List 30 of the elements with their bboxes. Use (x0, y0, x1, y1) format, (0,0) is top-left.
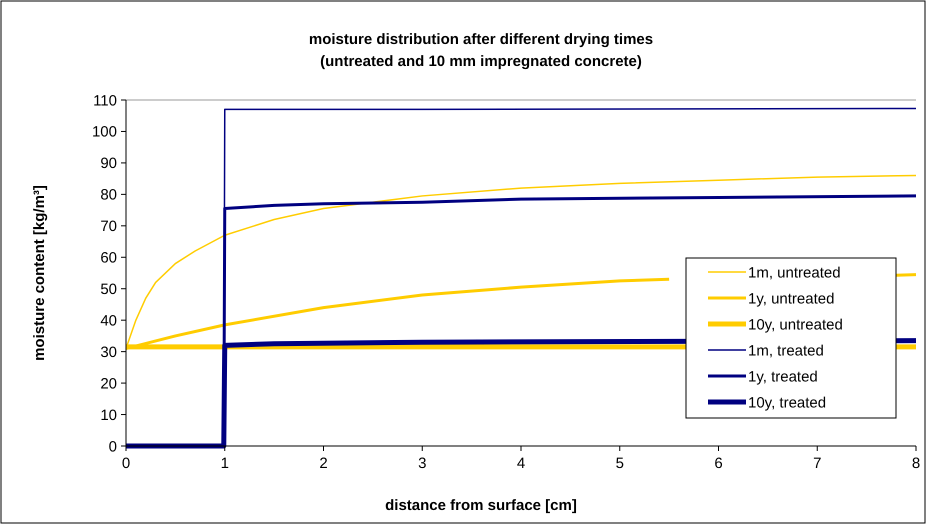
y-tick-label: 10 (100, 406, 117, 424)
legend-label: 10y, treated (748, 394, 826, 412)
chart-title: moisture distribution after different drying times (untreated and 10 mm impregnated concrete) (308, 31, 654, 70)
legend-label: 10y, untreated (748, 316, 843, 334)
y-tick-label: 60 (100, 250, 117, 267)
y-axis-title: moisture content [kg/m³] (31, 185, 48, 361)
x-tick-label: 0 (122, 455, 130, 472)
legend-label: 1m, untreated (748, 264, 841, 282)
y-tick-label: 90 (100, 155, 117, 172)
legend-label: 1y, treated (748, 368, 818, 386)
x-tick-label: 7 (813, 455, 822, 472)
x-tick-label: 1 (220, 455, 229, 472)
legend-label: 1y, untreated (748, 290, 834, 308)
y-tick-label: 20 (100, 375, 117, 392)
x-tick-label: 5 (616, 455, 624, 472)
y-tick-label: 110 (93, 92, 117, 110)
y-tick-label: 50 (100, 280, 117, 298)
y-tick-label: 40 (100, 312, 117, 330)
y-tick-label: 0 (108, 438, 117, 456)
x-tick-label: 8 (912, 455, 920, 472)
x-axis-title: distance from surface [cm] (385, 497, 577, 514)
x-tick-label: 2 (319, 455, 328, 472)
y-tick-label: 80 (100, 186, 117, 204)
y-tick-label: 70 (100, 218, 117, 236)
y-tick-label: 100 (92, 124, 117, 141)
y-tick-label: 30 (100, 344, 117, 361)
x-tick-label: 6 (714, 455, 723, 472)
legend-label: 1m, treated (748, 342, 824, 360)
x-tick-label: 4 (516, 455, 526, 472)
x-tick-label: 3 (418, 455, 426, 472)
